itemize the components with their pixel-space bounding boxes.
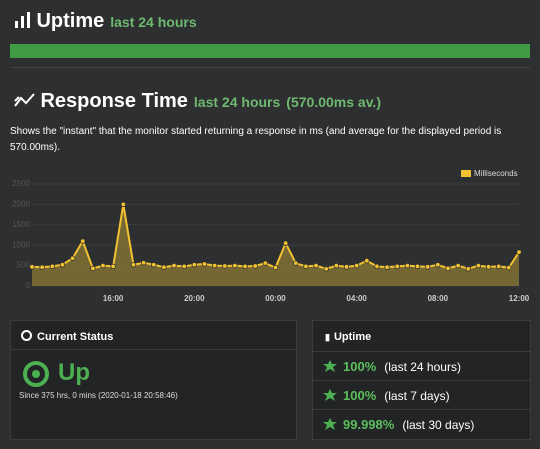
point [29,264,35,270]
point [120,201,127,208]
status-panel: Current Status Up Since 375 hrs, 0 mins … [10,320,297,440]
y-tick-label: 1000 [12,240,30,249]
since: Since 375 hrs, 0 mins (2020-01-18 20:58:… [19,391,178,400]
uptime-panel: ▮ Uptime 100% (last 24 hours) 100% (last 7 d… [312,320,531,440]
x-tick-label: 00:00 [265,294,286,303]
period: (last 7 days) [384,388,450,403]
point [282,240,289,246]
point [353,262,360,269]
point [404,262,411,269]
panel-title: ▮ Uptime [325,331,372,343]
point [222,263,228,269]
bar-icon [15,12,30,28]
title: Response Time [40,90,188,112]
x-tick-label: 20:00 [184,294,205,303]
legend-label: Milliseconds [474,169,518,178]
star-icon [323,418,337,430]
point [181,263,187,270]
point [445,265,451,272]
point [59,262,66,268]
response-header: Response Time last 24 hours (570.00ms av.) [14,90,381,113]
point [232,262,238,269]
point [343,264,350,270]
line-icon [14,93,35,107]
uptime-header: Uptime last 24 hours [14,10,197,33]
point [39,264,45,270]
y-tick-label: 1500 [12,220,30,229]
point [151,262,157,268]
star-icon [323,389,337,401]
x-tick-label: 16:00 [103,294,124,303]
point [201,261,208,267]
percent: 99.998% [343,417,395,432]
point [242,263,248,270]
point [506,264,512,271]
subtitle: last 24 hours [110,14,197,30]
point [80,238,86,244]
title: Current Status [37,331,114,343]
percent: 100% [343,388,377,403]
subtitle: last 24 hours [193,94,281,110]
point [303,263,309,270]
point [384,264,390,270]
point [364,258,370,264]
y-tick-label: 0 [26,281,31,290]
y-tick-label: 500 [17,261,31,270]
period: (last 30 days) [402,417,475,432]
title: Uptime [36,10,105,32]
description: Shows the "instant" that the monitor sta… [10,126,502,153]
percent: 100% [343,359,377,374]
point [455,262,461,269]
y-tick-label: 2500 [12,179,30,188]
point [262,260,269,266]
point [374,263,380,270]
point [333,262,340,269]
point [424,264,431,270]
separator [10,67,530,68]
x-tick-label: 04:00 [346,294,367,303]
point [465,266,471,272]
line [31,204,520,270]
point [394,263,400,270]
title: Uptime [333,331,372,343]
point [140,260,147,266]
chart: 0 500 1000 1500 2000 2500 16:00 20:00 00:00 04:00… [12,169,530,303]
x-tick-label: 12:00 [509,294,530,303]
point [485,264,492,270]
point [110,263,116,270]
point [161,264,167,270]
uptime-row: 99.998% (last 30 days) [313,409,530,439]
point [130,262,137,268]
point [191,262,198,268]
average: (570.00ms av.) [286,94,381,110]
y-tick-label: 2000 [12,200,30,209]
uptime-row: 100% (last 7 days) [313,380,530,410]
panel-title: Current Status [21,330,113,343]
point [475,262,482,269]
uptime-row: 100% (last 24 hours) [313,351,530,381]
point [516,249,522,255]
point [323,266,329,272]
uptime-bar [10,44,530,58]
point [313,262,319,269]
period: (last 24 hours) [384,359,461,374]
point [90,265,96,272]
point [496,263,502,270]
point [252,263,258,269]
legend-swatch [461,170,471,177]
point [69,255,76,261]
star-icon [323,360,337,372]
point [435,262,441,268]
status-icon [23,361,49,387]
point [49,263,55,270]
x-tick-label: 08:00 [428,294,449,303]
point [100,262,106,269]
point [211,262,218,269]
point [414,263,421,270]
point [272,264,279,271]
point [171,262,177,269]
point [293,260,299,266]
status: Up [58,359,90,386]
